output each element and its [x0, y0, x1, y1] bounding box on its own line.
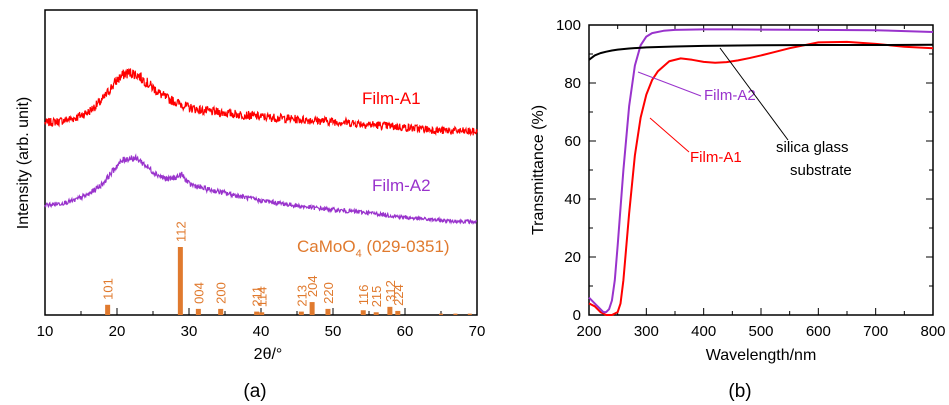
chart-b-y-axis-title: Transmittance (%): [530, 105, 547, 235]
chart-a-series-label-film-a1: Film-A1: [362, 89, 421, 108]
chart-a-panel-label: (a): [243, 381, 266, 402]
reference-peak-label-200: 200: [214, 282, 229, 304]
chart-b-series-line-film-a1: [588, 40, 934, 316]
chart-a-series-line-film-a1: [44, 67, 478, 137]
chart-b-y-tick-label-40: 40: [564, 191, 581, 208]
chart-b-y-tick-label-20: 20: [564, 249, 581, 266]
reference-peak-label-116: 116: [356, 285, 371, 306]
reference-peak-213: [298, 311, 304, 315]
annotation-leader-film-a2: [637, 71, 702, 97]
chart-b-ticks: 200 300 400 500 600 700 800 0 20 40 60 80 100: [556, 17, 946, 340]
reference-peak-label-204: 204: [305, 275, 320, 297]
chart-b-y-tick-label-60: 60: [564, 133, 581, 150]
annotation-silica-glass-line-1: silica glass: [776, 139, 849, 156]
reference-minor-peak-1: [439, 313, 443, 315]
chart-a-x-tick-label-30: 30: [181, 323, 198, 340]
annotation-leader-film-a1: [649, 117, 690, 153]
chart-a-x-tick-label-60: 60: [397, 323, 414, 340]
chart-a-reference-label: CaMoO4 (029-0351): [297, 237, 450, 260]
chart-b-x-tick-label-600: 600: [806, 323, 831, 340]
reference-peak-label-114: 114: [255, 287, 270, 308]
reference-peak-label-215: 215: [369, 286, 384, 308]
reference-peak-101: [105, 304, 111, 315]
chart-a-x-tick-label-40: 40: [253, 323, 270, 340]
annotation-silica-glass-line-2: substrate: [790, 162, 852, 179]
chart-a-reference-label-main: CaMoO: [297, 237, 356, 256]
annotation-film-a1: Film-A1: [690, 149, 742, 166]
chart-a-x-tick-label-10: 10: [37, 323, 54, 340]
chart-a-x-tick-label-50: 50: [325, 323, 342, 340]
reference-minor-peak-3: [467, 313, 472, 315]
chart-a-x-axis-title: 2θ/°: [254, 346, 283, 363]
chart-b-x-tick-label-400: 400: [691, 323, 716, 340]
annotation-leader-silica-glass: [719, 47, 789, 141]
chart-a-x-tick-label-70: 70: [469, 323, 486, 340]
chart-b-x-tick-label-800: 800: [920, 323, 945, 340]
chart-a-y-axis-title: Intensity (arb. unit): [15, 97, 32, 230]
reference-peak-211: [254, 311, 260, 315]
chart-a-series-line-film-a2: [44, 153, 478, 225]
reference-minor-peak-2: [453, 313, 458, 315]
reference-peak-200: [218, 308, 224, 315]
chart-a-frame: [44, 9, 478, 316]
chart-b: 200 300 400 500 600 700 800 0 20 40 60 80 100 Film-A…: [530, 17, 946, 402]
chart-b-y-tick-label-0: 0: [573, 307, 581, 324]
reference-peak-312: [387, 306, 393, 315]
reference-peak-224: [395, 310, 401, 315]
reference-peak-114: [259, 312, 265, 315]
reference-peak-label-004: 004: [191, 282, 206, 304]
reference-peak-label-312: 312: [383, 280, 398, 302]
chart-b-y-tick-label-100: 100: [556, 17, 581, 34]
chart-b-series-line-silica-glass-substrate: [588, 43, 934, 61]
chart-b-frame: [588, 24, 934, 316]
reference-peak-004: [195, 308, 201, 315]
reference-peak-116: [360, 310, 366, 315]
chart-b-series-line-film-a2: [588, 28, 934, 314]
reference-peak-label-112: 112: [173, 221, 188, 242]
reference-peak-204: [309, 302, 315, 315]
chart-b-y-tick-label-80: 80: [564, 75, 581, 92]
chart-a-reference-label-rest: (029-0351): [362, 237, 450, 256]
reference-peak-label-213: 213: [294, 285, 309, 307]
chart-b-x-tick-label-700: 700: [863, 323, 888, 340]
reference-peak-label-220: 220: [321, 282, 336, 304]
chart-b-panel-label: (b): [728, 381, 751, 402]
chart-a-series: [44, 67, 478, 225]
chart-b-series: [588, 28, 934, 316]
chart-b-x-tick-label-500: 500: [748, 323, 773, 340]
chart-a-x-ticks: 10 20 30 40 50 60 70: [37, 308, 486, 340]
reference-peak-112: [177, 247, 183, 315]
chart-b-x-axis-title: Wavelength/nm: [706, 347, 817, 364]
chart-a-x-tick-label-20: 20: [109, 323, 126, 340]
reference-peak-label-101: 101: [101, 278, 116, 300]
annotation-film-a2: Film-A2: [704, 87, 756, 104]
reference-peak-label-224: 224: [391, 284, 406, 306]
reference-peak-215: [373, 312, 379, 315]
reference-peak-220: [325, 308, 331, 315]
chart-a-series-label-film-a2: Film-A2: [372, 176, 431, 195]
chart-b-x-tick-label-300: 300: [634, 323, 659, 340]
annotation-silica-glass: silica glass substrate: [776, 139, 853, 179]
chart-a-reference-label-subscript: 4: [356, 248, 362, 260]
chart-b-x-tick-label-200: 200: [576, 323, 601, 340]
reference-peak-label-211: 211: [250, 286, 265, 307]
